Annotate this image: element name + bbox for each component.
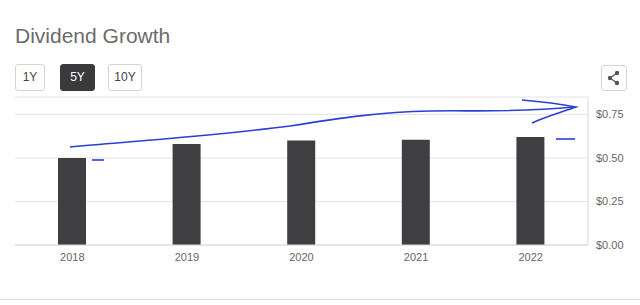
html-text:10Y: 10Y — [114, 70, 136, 84]
svg-text:2022: 2022 — [518, 251, 542, 263]
html-text:Dividend Growth: Dividend Growth — [15, 24, 171, 47]
html-text:1Y: 1Y — [22, 70, 38, 84]
html-text:5Y: 5Y — [70, 70, 85, 84]
svg-text:$0.25: $0.25 — [596, 195, 624, 207]
svg-text:2018: 2018 — [60, 251, 84, 263]
svg-text:2019: 2019 — [175, 251, 199, 263]
svg-text:2020: 2020 — [289, 251, 313, 263]
svg-text:2021: 2021 — [404, 251, 428, 263]
svg-text:$0.50: $0.50 — [596, 152, 624, 164]
svg-text:$0.00: $0.00 — [596, 239, 624, 251]
svg-text:$0.75: $0.75 — [596, 108, 624, 120]
